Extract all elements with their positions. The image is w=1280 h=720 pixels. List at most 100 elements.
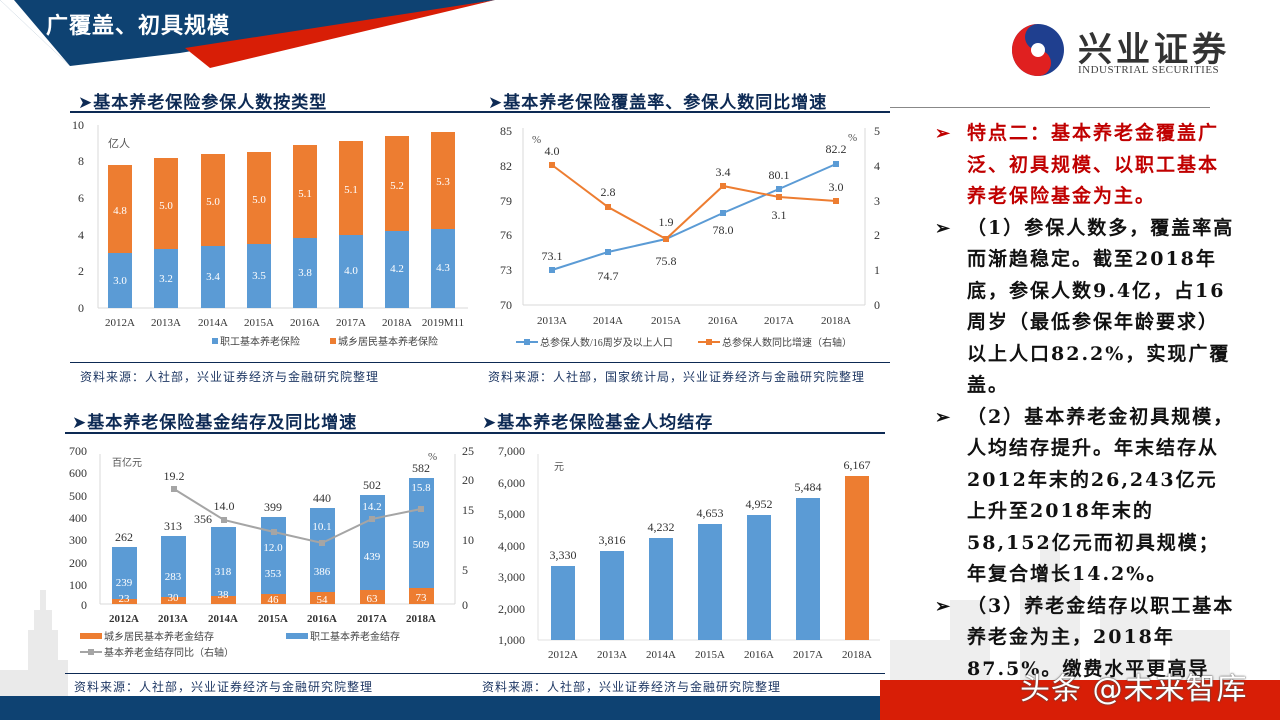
svg-text:基本养老金结存同比（右轴）: 基本养老金结存同比（右轴）: [104, 646, 234, 659]
svg-text:5.3: 5.3: [436, 176, 450, 188]
svg-text:3,330: 3,330: [550, 548, 577, 562]
chart-per-capita-balance: 7,000 6,000 5,000 4,000 3,000 2,000 1,000 元 3…: [498, 444, 880, 661]
svg-text:2017A: 2017A: [357, 613, 387, 625]
svg-text:2017A: 2017A: [764, 315, 794, 327]
svg-text:25: 25: [462, 444, 474, 458]
logo-text-en: INDUSTRIAL SECURITIES: [1078, 64, 1220, 76]
svg-text:%: %: [532, 134, 541, 146]
svg-text:2012A: 2012A: [548, 649, 578, 661]
svg-text:14.0: 14.0: [214, 499, 235, 513]
svg-text:15.8: 15.8: [411, 482, 431, 494]
svg-text:2014A: 2014A: [208, 613, 238, 625]
svg-text:5.1: 5.1: [298, 188, 312, 200]
svg-text:2: 2: [874, 228, 880, 242]
svg-text:5: 5: [462, 563, 468, 577]
divider: [70, 362, 480, 363]
svg-text:3.0: 3.0: [829, 180, 844, 194]
divider: [890, 107, 1210, 108]
svg-text:8: 8: [78, 154, 84, 168]
svg-text:2017A: 2017A: [336, 317, 366, 329]
svg-text:百亿元: 百亿元: [112, 456, 142, 469]
svg-text:76: 76: [500, 228, 512, 242]
arrow-bullet-icon: ➢: [935, 406, 953, 428]
bullet-text: （3）养老金结存以职工基本养老金为主，2018年87.5%。缴费水平更高导致。: [967, 594, 1235, 712]
svg-text:14.2: 14.2: [362, 501, 381, 513]
svg-text:2014A: 2014A: [593, 315, 623, 327]
svg-text:城乡居民基本养老金结存: 城乡居民基本养老金结存: [104, 630, 214, 643]
svg-text:73: 73: [416, 592, 428, 604]
svg-text:1.9: 1.9: [659, 215, 674, 229]
svg-text:4: 4: [874, 159, 880, 173]
svg-text:%: %: [428, 451, 437, 463]
svg-text:46: 46: [268, 594, 280, 606]
divider: [480, 362, 890, 363]
svg-text:1: 1: [874, 263, 880, 277]
svg-text:2018A: 2018A: [821, 315, 851, 327]
svg-text:2018A: 2018A: [406, 613, 436, 625]
svg-text:5.0: 5.0: [206, 196, 220, 208]
bullet-point: ➢ 特点二：基本养老金覆盖广泛、初具规模、以职工基本养老保险基金为主。: [935, 118, 1235, 213]
bullet-text: （1）参保人数多，覆盖率高而渐趋稳定。截至2018年底，参保人数9.4亿，占16…: [967, 216, 1235, 397]
svg-text:2015A: 2015A: [258, 613, 288, 625]
svg-text:500: 500: [69, 489, 87, 503]
header-banner: [0, 0, 495, 68]
chart-heading-coverage-growth: ➤基本养老保险覆盖率、参保人数同比增速: [488, 93, 828, 113]
svg-text:399: 399: [264, 500, 282, 514]
svg-text:15: 15: [462, 503, 474, 517]
svg-text:23: 23: [119, 593, 131, 605]
arrow-bullet-icon: ➢: [935, 123, 953, 144]
divider: [65, 673, 480, 674]
svg-text:3.4: 3.4: [206, 271, 220, 283]
svg-text:2013A: 2013A: [158, 613, 188, 625]
svg-text:总参保人数同比增速（右轴）: 总参保人数同比增速（右轴）: [722, 336, 852, 349]
svg-text:19.2: 19.2: [164, 469, 185, 483]
svg-text:2013A: 2013A: [537, 315, 567, 327]
svg-text:2: 2: [78, 264, 84, 278]
svg-text:2015A: 2015A: [695, 649, 725, 661]
arrow-bullet-icon: ➢: [935, 217, 953, 239]
svg-text:3: 3: [874, 194, 880, 208]
svg-text:82: 82: [500, 159, 512, 173]
svg-text:%: %: [848, 132, 857, 144]
svg-text:亿人: 亿人: [108, 137, 130, 150]
svg-text:3.1: 3.1: [772, 208, 787, 222]
svg-text:2019M11: 2019M11: [422, 317, 464, 329]
svg-text:2012A: 2012A: [109, 613, 139, 625]
svg-text:总参保人数/16周岁及以上人口: 总参保人数/16周岁及以上人口: [540, 336, 673, 349]
svg-text:262: 262: [115, 530, 133, 544]
svg-text:6: 6: [78, 191, 84, 205]
company-logo: 兴业证券 INDUSTRIAL SECURITIES: [1010, 20, 1260, 80]
divider: [65, 432, 480, 434]
chart-insured-by-type: 10 8 6 4 2 0 亿人 3.0 3.2 3.4 3.5 3.8 4.0 4.2 4.3 4.…: [72, 118, 468, 348]
source-note: 资料来源：人社部，国家统计局，兴业证券经济与金融研究院整理: [488, 370, 866, 384]
svg-text:城乡居民基本养老保险: 城乡居民基本养老保险: [338, 335, 438, 348]
svg-text:2017A: 2017A: [793, 649, 823, 661]
svg-text:600: 600: [69, 466, 87, 480]
svg-text:职工基本养老保险: 职工基本养老保险: [220, 335, 300, 348]
svg-text:2012A: 2012A: [105, 317, 135, 329]
bullet-text: （2）基本养老金初具规模，人均结存提升。年末结存从2012年末的26,243亿元…: [967, 405, 1235, 586]
svg-text:5.0: 5.0: [159, 200, 173, 212]
svg-text:20: 20: [462, 473, 474, 487]
svg-text:313: 313: [164, 519, 182, 533]
svg-text:400: 400: [69, 511, 87, 525]
svg-text:386: 386: [314, 566, 331, 578]
skyline-decoration: [0, 590, 68, 700]
source-note: 资料来源：人社部，兴业证券经济与金融研究院整理: [74, 680, 374, 694]
svg-text:63: 63: [367, 593, 379, 605]
svg-text:4.0: 4.0: [344, 265, 358, 277]
svg-text:30: 30: [168, 592, 180, 604]
svg-text:2018A: 2018A: [842, 649, 872, 661]
svg-text:80.1: 80.1: [769, 168, 790, 182]
svg-text:6,000: 6,000: [498, 476, 525, 490]
svg-text:75.8: 75.8: [656, 254, 677, 268]
svg-text:4.2: 4.2: [390, 263, 404, 275]
footer-band-red: [880, 680, 1280, 720]
svg-text:2016A: 2016A: [744, 649, 774, 661]
logo-text-cn: 兴业证券: [1078, 30, 1230, 70]
svg-text:4.3: 4.3: [436, 262, 450, 274]
svg-text:5,484: 5,484: [795, 480, 822, 494]
svg-text:5.1: 5.1: [344, 184, 358, 196]
svg-text:0: 0: [78, 301, 84, 315]
svg-text:54: 54: [317, 594, 329, 606]
